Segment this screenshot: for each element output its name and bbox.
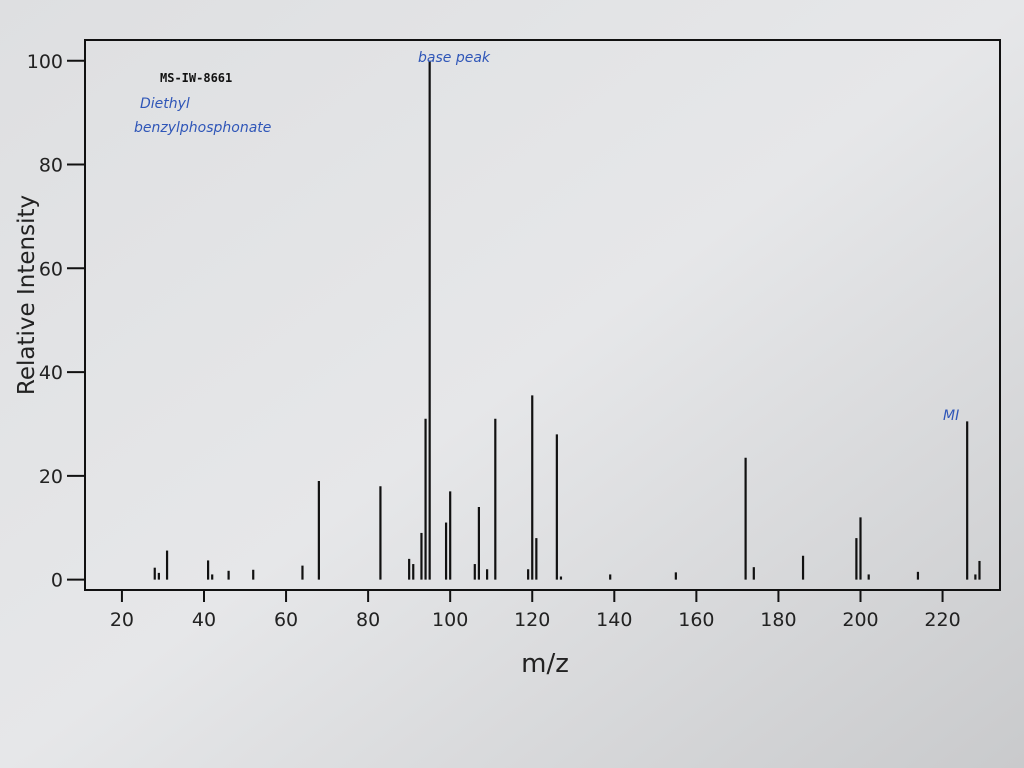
- x-tick-label: 40: [192, 609, 216, 631]
- y-tick-label: 0: [51, 570, 63, 592]
- x-tick-label: 160: [678, 609, 714, 631]
- x-tick-label: 100: [432, 609, 468, 631]
- y-tick-label: 80: [39, 155, 63, 177]
- plot-frame: [84, 39, 1001, 591]
- x-tick-label: 180: [760, 609, 796, 631]
- x-tick-label: 140: [596, 609, 632, 631]
- x-tick-label: 80: [356, 609, 380, 631]
- x-tick-label: 220: [924, 609, 960, 631]
- y-tick-label: 20: [39, 466, 63, 488]
- x-tick-label: 120: [514, 609, 550, 631]
- y-axis-label: Relative Intensity: [14, 195, 40, 395]
- annotation: benzylphosphonate: [134, 120, 271, 136]
- x-axis-label: m/z: [521, 649, 569, 679]
- y-tick-label: 100: [27, 51, 63, 73]
- annotation: MI: [943, 408, 959, 424]
- x-tick-label: 60: [274, 609, 298, 631]
- y-tick-label: 60: [39, 258, 63, 280]
- x-tick-label: 20: [110, 609, 134, 631]
- annotation: MS-IW-8661: [160, 71, 232, 85]
- annotation: Diethyl: [140, 96, 190, 112]
- annotation: base peak: [418, 50, 491, 66]
- y-tick-label: 40: [39, 362, 63, 384]
- x-tick-label: 200: [842, 609, 878, 631]
